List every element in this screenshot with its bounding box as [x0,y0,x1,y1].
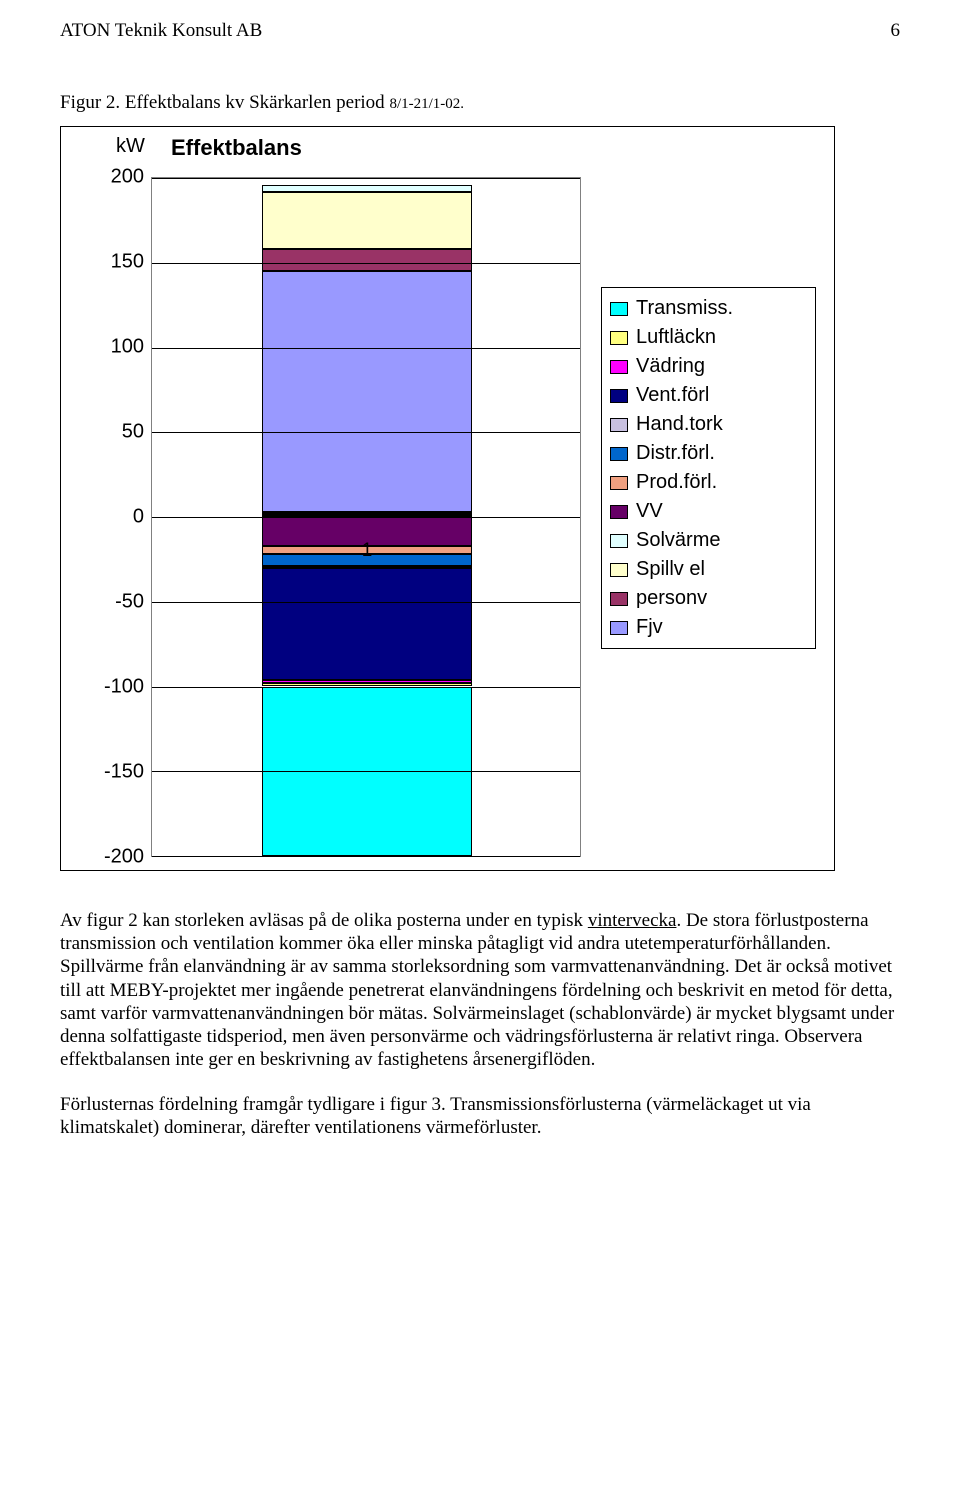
gridline [152,517,580,518]
legend-label: Transmiss. [636,297,733,320]
bar-segment [262,271,472,512]
legend-row: Vädring [610,352,807,381]
gridline [152,771,580,772]
legend-swatch [610,592,628,606]
body-paragraph-2: Förlusternas fördelning framgår tydligar… [60,1093,900,1139]
legend-swatch [610,331,628,345]
legend-swatch [610,505,628,519]
legend-swatch [610,302,628,316]
bar-segment [262,568,472,680]
legend-row: Spillv el [610,555,807,584]
gridline [152,178,580,179]
legend-label: personv [636,587,707,610]
header-page-number: 6 [891,20,901,42]
gridline [152,602,580,603]
ytick-label: 200 [84,166,144,189]
legend-label: Vädring [636,355,705,378]
legend-swatch [610,563,628,577]
legend-row: Prod.förl. [610,468,807,497]
page-header: ATON Teknik Konsult AB 6 [60,20,900,42]
gridline [152,263,580,264]
chart-title: Effektbalans [171,135,302,161]
bar-segment [262,680,472,683]
legend-swatch [610,389,628,403]
legend-row: Transmiss. [610,294,807,323]
legend-row: Solvärme [610,526,807,555]
legend-label: Solvärme [636,529,720,552]
legend-row: Distr.förl. [610,439,807,468]
ytick-label: -50 [84,591,144,614]
bar-segment [262,512,472,514]
legend-swatch [610,360,628,374]
bar-segment [262,514,472,516]
bar-segment [262,185,472,192]
ytick-label: -100 [84,676,144,699]
ytick-label: -150 [84,761,144,784]
legend-row: personv [610,584,807,613]
legend-label: VV [636,500,663,523]
legend-label: Distr.förl. [636,442,715,465]
figure-caption-main: Figur 2. Effektbalans kv Skärkarlen peri… [60,92,389,113]
legend-row: Fjv [610,613,807,642]
effektbalans-chart: kW Effektbalans 1 Transmiss. Luftläckn Väd… [60,126,835,871]
para1-underline: vintervecka [588,910,677,931]
legend-label: Spillv el [636,558,705,581]
legend-swatch [610,418,628,432]
legend-row: Vent.förl [610,381,807,410]
gridline [152,432,580,433]
gridline [152,348,580,349]
legend: Transmiss. Luftläckn Vädring Vent.förl Hand.… [601,287,816,649]
legend-label: Luftläckn [636,326,716,349]
legend-swatch [610,621,628,635]
figure-caption-sub: 8/1-21/1-02. [389,96,464,112]
bar-category-label: 1 [362,540,373,562]
legend-row: VV [610,497,807,526]
legend-label: Hand.tork [636,413,723,436]
gridline [152,856,580,857]
chart-unit-label: kW [116,135,145,158]
legend-label: Prod.förl. [636,471,717,494]
ytick-label: 100 [84,336,144,359]
bar-segment [262,249,472,271]
legend-swatch [610,534,628,548]
bar-segment [262,566,472,568]
legend-row: Luftläckn [610,323,807,352]
bar-segment [262,192,472,250]
ytick-label: 0 [84,506,144,529]
figure-caption: Figur 2. Effektbalans kv Skärkarlen peri… [60,92,900,114]
gridline [152,687,580,688]
para1-text2: . De stora förlustposterna transmission … [60,910,894,1070]
body-paragraph-1: Av figur 2 kan storleken avläsas på de o… [60,909,900,1071]
legend-row: Hand.tork [610,410,807,439]
ytick-label: 150 [84,251,144,274]
ytick-label: -200 [84,846,144,869]
legend-label: Fjv [636,616,663,639]
para1-text1: Av figur 2 kan storleken avläsas på de o… [60,910,588,931]
plot-area: 1 [151,177,581,857]
header-left: ATON Teknik Konsult AB [60,20,262,42]
legend-swatch [610,476,628,490]
legend-label: Vent.förl [636,384,709,407]
ytick-label: 50 [84,421,144,444]
legend-swatch [610,447,628,461]
